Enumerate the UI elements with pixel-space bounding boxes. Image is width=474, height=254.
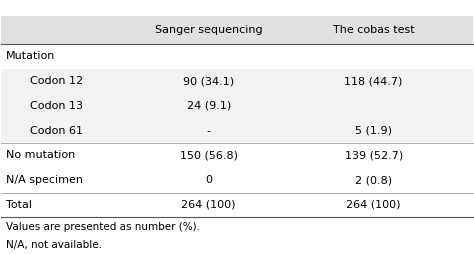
Text: Codon 12: Codon 12 [30,76,83,86]
Bar [1,69,473,93]
Text: 139 (52.7): 139 (52.7) [345,150,403,160]
Text: Sanger sequencing: Sanger sequencing [155,25,263,35]
Text: 2 (0.8): 2 (0.8) [355,175,392,185]
Text: 5 (1.9): 5 (1.9) [355,126,392,136]
Text: 24 (9.1): 24 (9.1) [187,101,231,111]
Text: 264 (100): 264 (100) [346,200,401,210]
Text: 264 (100): 264 (100) [182,200,236,210]
Text: Mutation: Mutation [6,51,55,61]
Text: The cobas test: The cobas test [333,25,414,35]
Bar [1,93,473,118]
Text: Values are presented as number (%).: Values are presented as number (%). [6,222,200,232]
Bar [1,17,473,44]
Text: Codon 13: Codon 13 [30,101,82,111]
Text: 90 (34.1): 90 (34.1) [183,76,234,86]
Text: Total: Total [6,200,32,210]
Text: -: - [207,126,211,136]
Text: Codon 61: Codon 61 [30,126,82,136]
Text: N/A, not available.: N/A, not available. [6,240,102,250]
Text: No mutation: No mutation [6,150,75,160]
Text: N/A specimen: N/A specimen [6,175,83,185]
Text: 150 (56.8): 150 (56.8) [180,150,238,160]
Text: 118 (44.7): 118 (44.7) [345,76,403,86]
Bar [1,118,473,143]
Text: 0: 0 [205,175,212,185]
